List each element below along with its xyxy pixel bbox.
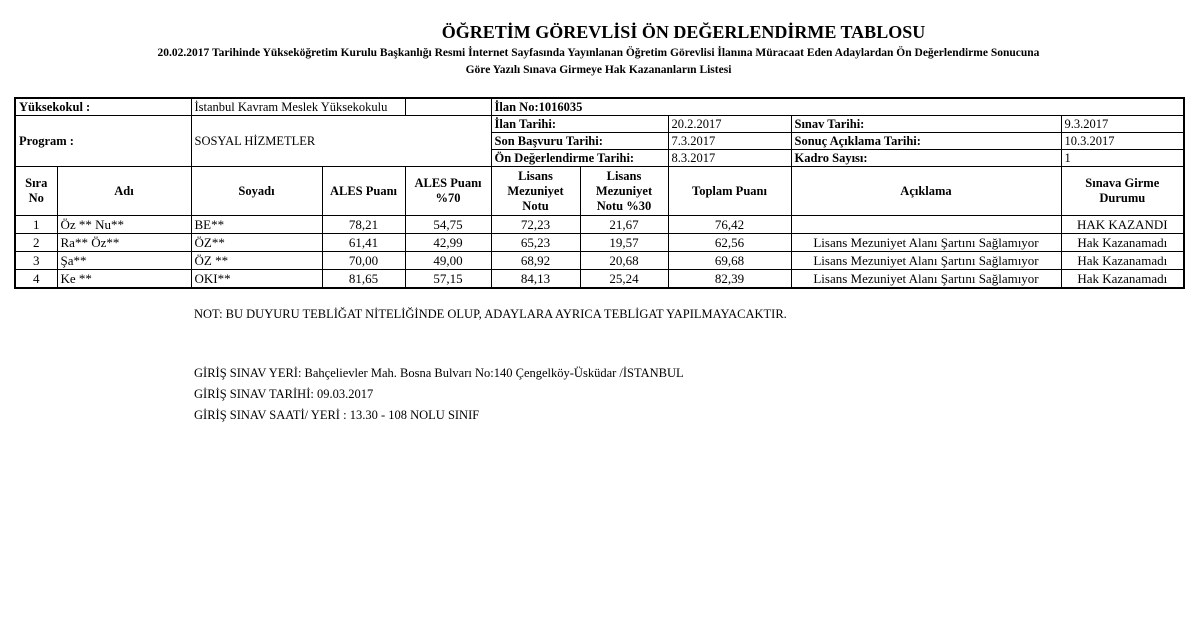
table-row: 3 Şa** ÖZ ** 70,00 49,00 68,92 20,68 69,68 Lisan…	[14, 251, 1185, 270]
ilan-no: İlan No:1016035	[490, 97, 1185, 116]
col-header: Lisans Mezuniyet Notu %30	[579, 166, 669, 216]
col-header: Lisans Mezuniyet Notu	[490, 166, 581, 216]
cell-soyadi: ÖZ**	[190, 233, 323, 252]
exam-time: GİRİŞ SINAV SAATİ/ YERİ : 13.30 - 108 NO…	[194, 408, 480, 422]
kadro-label: Kadro Sayısı:	[790, 149, 1062, 167]
cell-adi: Öz ** Nu**	[56, 215, 192, 234]
ilan-tarihi-label: İlan Tarihi:	[490, 115, 669, 133]
cell-soyadi: BE**	[190, 215, 323, 234]
cell-toplam-puani: 62,56	[667, 233, 792, 252]
cell-sira-no: 2	[14, 233, 58, 252]
cell-ales-puani: 78,21	[321, 215, 406, 234]
col-header: ALES Puanı %70	[404, 166, 492, 216]
column-header-row: Sıra No Adı Soyadı ALES Puanı ALES Puanı…	[14, 166, 1185, 216]
cell-durum: Hak Kazanamadı	[1060, 269, 1185, 289]
cell-lisans-notu: 72,23	[490, 215, 581, 234]
col-header: Adı	[56, 166, 192, 216]
cell-durum: Hak Kazanamadı	[1060, 233, 1185, 252]
cell-soyadi: OKI**	[190, 269, 323, 289]
yuksekokul-label: Yüksekokul :	[14, 97, 192, 116]
table-row: 2 Ra** Öz** ÖZ** 61,41 42,99 65,23 19,57 62,56 L…	[14, 233, 1185, 252]
info-row: Program : SOSYAL HİZMETLER İlan Tarihi: …	[14, 115, 1185, 167]
cell-aciklama	[790, 215, 1062, 234]
kadro: 1	[1060, 149, 1185, 167]
evaluation-table: Yüksekokul : İstanbul Kavram Meslek Yüks…	[14, 97, 1186, 289]
note-text: NOT: BU DUYURU TEBLİĞAT NİTELİĞİNDE OLUP…	[194, 307, 787, 321]
cell-adi: Şa**	[56, 251, 192, 270]
cell-ales-70: 54,75	[404, 215, 492, 234]
table-row: 1 Öz ** Nu** BE** 78,21 54,75 72,23 21,67 76,42…	[14, 215, 1185, 234]
cell-ales-70: 42,99	[404, 233, 492, 252]
cell-lisans-notu: 84,13	[490, 269, 581, 289]
cell-sira-no: 3	[14, 251, 58, 270]
subtitle-line-1: 20.02.2017 Tarihinde Yükseköğretim Kurul…	[157, 47, 1040, 59]
cell-ales-puani: 81,65	[321, 269, 406, 289]
cell-ales-puani: 70,00	[321, 251, 406, 270]
cell-soyadi: ÖZ **	[190, 251, 323, 270]
col-header: ALES Puanı	[321, 166, 406, 216]
program-value: SOSYAL HİZMETLER	[190, 115, 492, 167]
info-row: Yüksekokul : İstanbul Kavram Meslek Yüks…	[14, 97, 1185, 116]
col-header: Sınava Girme Durumu	[1060, 166, 1185, 216]
col-header: Açıklama	[790, 166, 1062, 216]
cell-durum: HAK KAZANDI	[1060, 215, 1185, 234]
son-basvuru: 7.3.2017	[667, 132, 792, 150]
cell-lisans-notu: 68,92	[490, 251, 581, 270]
cell-lisans-30: 21,67	[579, 215, 669, 234]
program-label: Program :	[14, 115, 192, 167]
cell-adi: Ke **	[56, 269, 192, 289]
cell-ales-70: 57,15	[404, 269, 492, 289]
cell-lisans-notu: 65,23	[490, 233, 581, 252]
cell-ales-70: 49,00	[404, 251, 492, 270]
cell-durum: Hak Kazanamadı	[1060, 251, 1185, 270]
cell-aciklama: Lisans Mezuniyet Alanı Şartını Sağlamıyo…	[790, 233, 1062, 252]
sonuc-label: Sonuç Açıklama Tarihi:	[790, 132, 1062, 150]
ilan-tarihi: 20.2.2017	[667, 115, 792, 133]
blank-cell	[404, 97, 492, 116]
cell-toplam-puani: 76,42	[667, 215, 792, 234]
cell-sira-no: 1	[14, 215, 58, 234]
yuksekokul-value: İstanbul Kavram Meslek Yüksekokulu	[190, 97, 406, 116]
subtitle-line-2: Göre Yazılı Sınava Girmeye Hak Kazananla…	[465, 64, 732, 76]
cell-aciklama: Lisans Mezuniyet Alanı Şartını Sağlamıyo…	[790, 251, 1062, 270]
cell-adi: Ra** Öz**	[56, 233, 192, 252]
cell-lisans-30: 20,68	[579, 251, 669, 270]
col-header: Toplam Puanı	[667, 166, 792, 216]
exam-date: GİRİŞ SINAV TARİHİ: 09.03.2017	[194, 387, 374, 401]
cell-lisans-30: 19,57	[579, 233, 669, 252]
cell-toplam-puani: 82,39	[667, 269, 792, 289]
exam-location: GİRİŞ SINAV YERİ: Bahçelievler Mah. Bosn…	[194, 366, 684, 380]
cell-aciklama: Lisans Mezuniyet Alanı Şartını Sağlamıyo…	[790, 269, 1062, 289]
cell-sira-no: 4	[14, 269, 58, 289]
on-degerlendirme-label: Ön Değerlendirme Tarihi:	[490, 149, 669, 167]
col-header: Soyadı	[190, 166, 323, 216]
sinav-tarihi: 9.3.2017	[1060, 115, 1185, 133]
on-degerlendirme: 8.3.2017	[667, 149, 792, 167]
cell-lisans-30: 25,24	[579, 269, 669, 289]
sinav-tarihi-label: Sınav Tarihi:	[790, 115, 1062, 133]
sonuc: 10.3.2017	[1060, 132, 1185, 150]
page-title: ÖĞRETİM GÖREVLİSİ ÖN DEĞERLENDİRME TABLO…	[441, 22, 926, 42]
son-basvuru-label: Son Başvuru Tarihi:	[490, 132, 669, 150]
cell-ales-puani: 61,41	[321, 233, 406, 252]
col-header: Sıra No	[14, 166, 58, 216]
cell-toplam-puani: 69,68	[667, 251, 792, 270]
table-row: 4 Ke ** OKI** 81,65 57,15 84,13 25,24 82,39 Lisa…	[14, 269, 1185, 289]
